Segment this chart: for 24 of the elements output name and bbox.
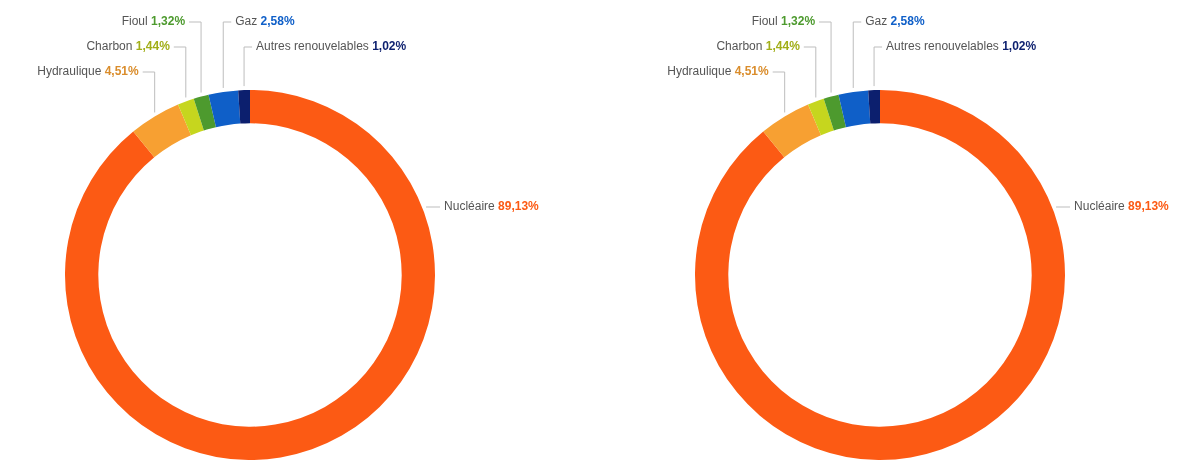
slice-label: Fioul xyxy=(751,14,782,29)
data-label: 4,51% xyxy=(104,64,140,79)
slice-label: Charbon xyxy=(716,39,766,54)
data-label: 2,58% xyxy=(890,14,925,29)
data-label: 4,51% xyxy=(734,64,770,79)
data-label: 1,44% xyxy=(135,39,171,54)
slice-label: Gaz xyxy=(865,14,891,29)
slice-label: Fioul xyxy=(121,14,152,29)
slice-label: Nucléaire xyxy=(1074,199,1129,214)
data-label: 89,13% xyxy=(1128,199,1170,214)
slice-label: Nucléaire xyxy=(444,199,499,214)
data-label: 1,32% xyxy=(781,14,816,29)
data-label: 1,32% xyxy=(151,14,186,29)
data-label: 89,13% xyxy=(498,199,540,214)
slice-label: Gaz xyxy=(235,14,261,29)
data-label: 2,58% xyxy=(260,14,295,29)
data-label: 1,02% xyxy=(372,39,407,54)
slice-label: Hydraulique xyxy=(667,64,735,79)
slice-label: Autres renouvelables xyxy=(256,39,373,54)
slice-label: Autres renouvelables xyxy=(886,39,1003,54)
data-label: 1,44% xyxy=(765,39,801,54)
slice-label: Hydraulique xyxy=(37,64,105,79)
slice-label: Charbon xyxy=(86,39,136,54)
data-label: 1,02% xyxy=(1002,39,1037,54)
